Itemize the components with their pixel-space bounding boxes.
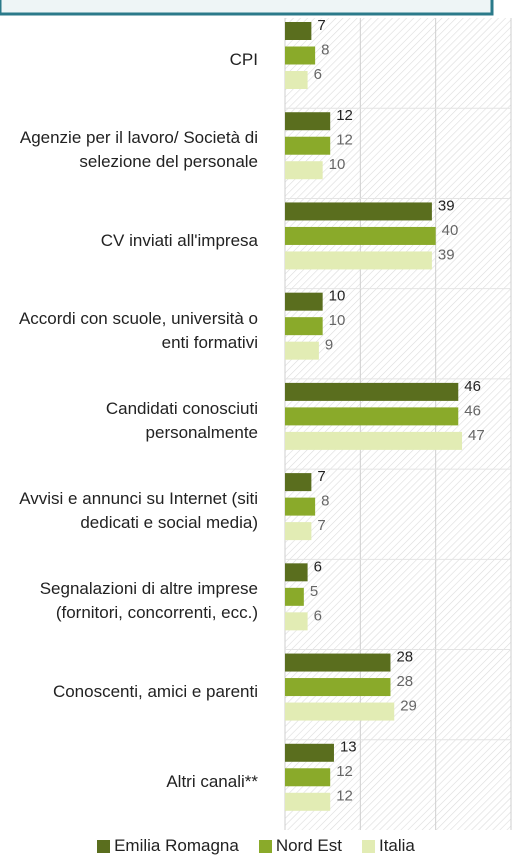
category-label: CPI [229,50,258,70]
bar [285,226,436,245]
legend-item: Emilia Romagna [97,836,239,856]
legend-label: Emilia Romagna [114,836,239,855]
legend-swatch [361,839,375,853]
category-label: Agenzie per il lavoro/ Società di selezi… [19,128,258,172]
bar [285,407,459,426]
data-label: 39 [438,246,455,263]
bar [285,292,323,311]
data-label: 12 [336,107,353,124]
data-label: 10 [329,288,346,305]
legend-item: Nord Est [258,836,342,856]
bar [285,702,395,721]
bar [285,46,316,65]
bar [285,653,391,672]
data-label: 7 [317,17,325,34]
data-label: 7 [317,468,325,485]
bar [285,497,316,516]
data-label: 46 [464,402,481,419]
data-label: 12 [336,788,353,805]
data-label: 5 [310,583,318,600]
data-label: 6 [314,607,322,624]
category-label: CV inviati all'impresa [100,230,258,250]
category-label: Accordi con scuole, università o enti fo… [18,308,258,352]
category-label: Candidati conosciuti personalmente [105,398,258,442]
bar [285,743,334,762]
data-label: 28 [396,673,413,690]
bar [285,768,331,787]
bar [285,522,312,541]
category-label: Conoscenti, amici e parenti [52,681,258,701]
category-label: Segnalazioni di altre imprese (fornitori… [39,579,258,623]
bar [285,612,308,631]
data-label: 13 [340,739,357,756]
legend-label: Nord Est [275,836,342,855]
data-label: 12 [336,763,353,780]
bar [285,587,304,606]
bar [285,678,391,697]
header-box [0,0,494,16]
bar [285,473,312,492]
bar [285,136,331,155]
bar [285,22,312,40]
bar [285,382,459,401]
legend-label: Italia [378,836,415,855]
legend: Emilia Romagna Nord Est Italia [0,836,512,856]
data-label: 28 [396,649,413,666]
bar [285,317,323,336]
legend-item: Italia [361,836,415,856]
bar [285,563,308,582]
data-label: 10 [329,312,346,329]
bar [285,251,432,270]
data-label: 6 [314,66,322,83]
bar [285,161,323,180]
data-label: 29 [400,698,417,715]
legend-swatch [97,839,111,853]
data-label: 7 [317,517,325,534]
data-label: 40 [442,222,459,239]
data-label: 47 [468,427,485,444]
legend-swatch [258,839,272,853]
category-label: Avvisi e annunci su Internet (siti dedic… [19,489,258,533]
category-label: Altri canali** [166,771,258,791]
bar [285,202,432,221]
data-label: 10 [329,156,346,173]
bar [285,792,331,811]
bar [285,112,331,131]
data-label: 8 [321,41,329,58]
data-label: 12 [336,132,353,149]
bar [285,71,308,89]
data-label: 39 [438,197,455,214]
data-label: 6 [314,558,322,575]
data-label: 46 [464,378,481,395]
bar [285,341,319,360]
bar [285,431,463,450]
data-label: 9 [325,337,333,354]
data-label: 8 [321,493,329,510]
